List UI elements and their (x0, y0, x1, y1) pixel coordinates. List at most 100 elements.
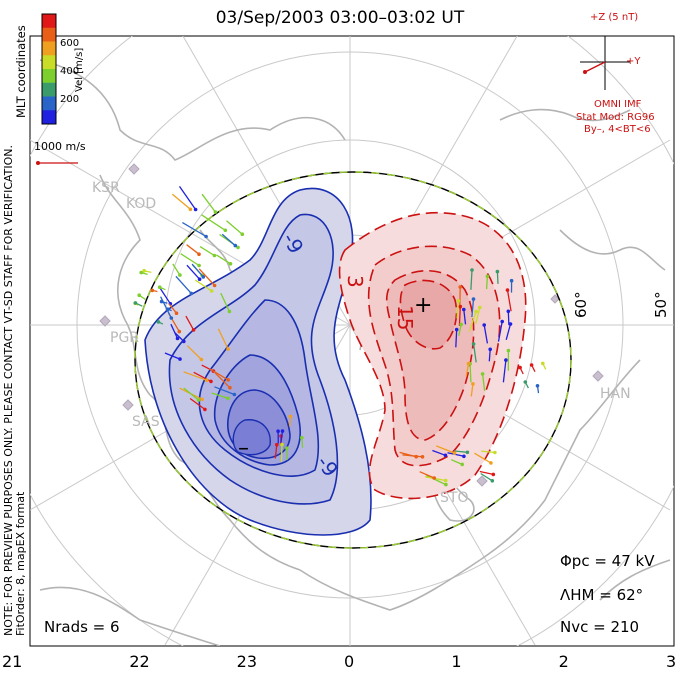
velocity-vector-origin (197, 277, 202, 282)
station-label: SAS (132, 414, 160, 430)
velocity-vector (182, 222, 207, 238)
velocity-vector-origin (201, 275, 206, 279)
velocity-vector (471, 299, 475, 318)
velocity-vector-origin (478, 305, 482, 310)
velocity-vector-origin (465, 450, 470, 455)
velocity-vector (483, 324, 489, 344)
mlt-tick-label: 22 (129, 652, 150, 671)
velocity-vector-origin (432, 476, 437, 480)
colorbar-tick-200: 200 (60, 94, 80, 105)
velocity-vector (214, 386, 235, 396)
velocity-vector (164, 352, 181, 360)
velocity-vector (474, 452, 492, 464)
velocity-vector-origin (191, 328, 196, 332)
colorbar-segment (42, 41, 56, 56)
fit-order-label: FitOrder: 8, mapEX format (14, 491, 27, 636)
velocity-vector-origin (200, 397, 204, 402)
velocity-vector-origin (204, 234, 208, 239)
velocity-vector (432, 449, 446, 456)
velocity-vector-origin (482, 323, 487, 327)
velocity-vector (185, 315, 195, 331)
colorbar-tick-600: 600 (60, 38, 80, 49)
velocity-vector (216, 254, 231, 265)
velocity-vector (470, 269, 473, 290)
velocity-vector-origin (157, 285, 162, 290)
velocity-vector-origin (493, 450, 497, 455)
colorbar-segment (42, 14, 56, 29)
velocity-vector-origin (159, 299, 164, 304)
velocity-vector-origin (212, 253, 217, 258)
imf-clock-dial (580, 36, 630, 90)
velocity-vector (454, 450, 468, 453)
velocity-vector (463, 309, 467, 325)
velocity-vector (159, 288, 171, 305)
velocity-vector-origin (188, 207, 193, 212)
mlt-tick-label: 3 (666, 652, 677, 671)
latitude-label: 60° (572, 291, 590, 318)
velocity-vector-origin (228, 262, 233, 266)
page-title: 03/Sep/2003 03:00–03:02 UT (215, 8, 465, 28)
velocity-vector-origin (137, 293, 141, 298)
velocity-vector (496, 271, 499, 284)
velocity-vector-origin (474, 309, 478, 314)
velocity-vector-origin (197, 263, 201, 268)
velocity-vector (178, 186, 197, 210)
velocity-vector (211, 392, 229, 399)
station-label: HAN (600, 386, 631, 402)
velocity-vector-origin (443, 478, 448, 483)
velocity-vector-origin (276, 429, 280, 434)
velocity-vector-origin (236, 245, 240, 250)
velocity-vector (186, 244, 200, 255)
velocity-vector-origin (189, 291, 194, 296)
velocity-vector (456, 300, 460, 319)
mlt-tick-label: 21 (2, 652, 23, 671)
velocity-vector (468, 311, 477, 332)
velocity-vector (221, 233, 236, 247)
velocity-vector (280, 431, 284, 443)
velocity-vector (435, 445, 455, 454)
velocity-vector-origin (508, 322, 513, 326)
negative-cell (144, 187, 372, 536)
velocity-vector-origin (203, 407, 207, 412)
velocity-vector-origin (177, 329, 182, 334)
velocity-vector (226, 220, 243, 235)
velocity-vector-origin (518, 365, 522, 370)
velocity-vector (481, 373, 486, 391)
velocity-vector (174, 332, 185, 342)
colorbar-segment (42, 96, 56, 111)
velocity-vector-origin (226, 396, 230, 401)
velocity-vector (450, 459, 463, 465)
velocity-vector-origin (480, 372, 485, 376)
velocity-vector-origin (193, 207, 198, 212)
velocity-vector (220, 292, 230, 312)
velocity-vector-origin (232, 392, 237, 397)
radar-count: Nrads = 6 (44, 618, 120, 636)
velocity-vector (465, 363, 470, 377)
velocity-vector-origin (280, 442, 284, 447)
velocity-vector (214, 372, 231, 389)
velocity-vector-origin (420, 455, 425, 459)
velocity-vector-origin (489, 461, 493, 465)
velocity-vector-origin (285, 446, 289, 451)
station-label: PGR (110, 330, 140, 346)
velocity-vector-origin (228, 385, 232, 390)
velocity-vector (189, 397, 206, 410)
velocity-vector (481, 450, 495, 454)
velocity-vector-origin (491, 472, 496, 477)
velocity-vector (479, 470, 494, 476)
velocity-vector-origin (197, 252, 201, 256)
colorbar-segment (42, 55, 56, 70)
velocity-vector (201, 214, 226, 231)
station-label: KOD (126, 196, 157, 212)
velocity-vector-origin (226, 378, 230, 382)
velocity-vector (274, 444, 278, 459)
velocity-vector-origin (462, 454, 466, 459)
station-label: KSR (92, 180, 120, 196)
velocity-vector-origin (209, 289, 214, 293)
velocity-vector (488, 349, 491, 362)
latitude-label: 50° (652, 291, 670, 318)
colorbar (41, 13, 57, 125)
velocity-vector (480, 472, 493, 482)
velocity-vector-origin (227, 309, 232, 314)
